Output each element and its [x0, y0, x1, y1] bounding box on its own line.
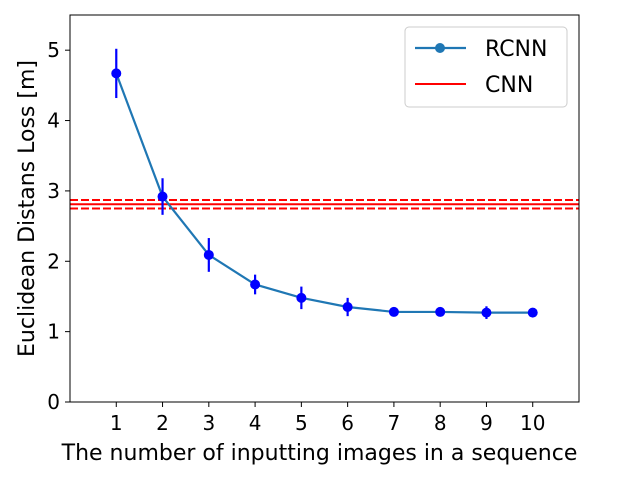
- rcnn-point: [388, 306, 399, 317]
- x-tick-label: 4: [249, 411, 262, 435]
- x-axis-label: The number of inputting images in a sequ…: [61, 441, 578, 466]
- y-axis-label: Euclidean Distans Loss [m]: [15, 60, 40, 357]
- rcnn-point: [157, 191, 168, 202]
- x-tick-label: 5: [295, 411, 308, 435]
- x-tick-label: 6: [341, 411, 354, 435]
- y-axis: 0 1 2 3 4 5: [47, 38, 70, 414]
- plot-frame: [69, 14, 580, 403]
- x-tick-label: 8: [434, 411, 447, 435]
- rcnn-point: [527, 307, 538, 318]
- x-tick-label: 3: [202, 411, 215, 435]
- legend-rcnn-label: RCNN: [485, 37, 547, 62]
- y-tick-label: 5: [47, 38, 60, 62]
- rcnn-point: [203, 249, 214, 260]
- x-tick-label: 1: [110, 411, 123, 435]
- rcnn-point: [250, 279, 261, 290]
- cnn-series: [70, 199, 579, 210]
- rcnn-point: [435, 306, 446, 317]
- legend: RCNN CNN: [404, 26, 568, 108]
- x-tick-label: 9: [480, 411, 493, 435]
- x-axis: 1 2 3 4 5 6 7 8 9 10: [110, 402, 545, 435]
- y-tick-label: 4: [47, 109, 60, 133]
- legend-rcnn-swatch-marker: [435, 43, 445, 53]
- y-tick-label: 1: [47, 320, 60, 344]
- rcnn-series: [111, 48, 538, 319]
- rcnn-point: [296, 292, 307, 303]
- legend-cnn-label: CNN: [485, 73, 533, 98]
- y-tick-label: 0: [47, 390, 60, 414]
- rcnn-point: [111, 68, 122, 79]
- x-tick-label: 7: [388, 411, 401, 435]
- y-tick-label: 2: [47, 249, 60, 273]
- rcnn-series-line: [115, 73, 533, 314]
- x-tick-label: 2: [156, 411, 169, 435]
- rcnn-point: [481, 307, 492, 318]
- x-tick-label: 10: [520, 411, 545, 435]
- rcnn-point: [342, 302, 353, 313]
- y-tick-label: 3: [47, 179, 60, 203]
